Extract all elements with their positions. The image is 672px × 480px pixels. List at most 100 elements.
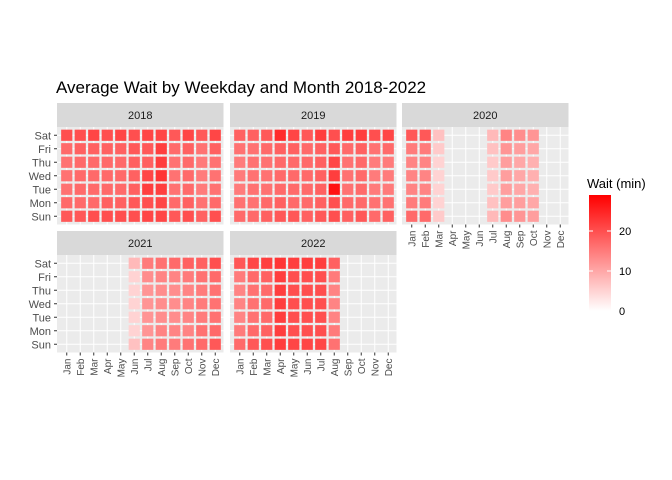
- x-tick-label: Dec: [384, 359, 395, 377]
- heatmap-tile: [155, 271, 167, 283]
- heatmap-tile: [155, 284, 167, 296]
- heatmap-tile: [209, 156, 221, 168]
- heatmap-tile: [274, 298, 286, 310]
- heatmap-tile: [355, 183, 367, 195]
- heatmap-tile: [196, 325, 208, 337]
- heatmap-tile: [301, 298, 313, 310]
- heatmap-tile: [514, 129, 526, 141]
- y-tick-label: Mon: [30, 326, 51, 338]
- panel-strip: [230, 103, 397, 127]
- panel-2020: 2020 Jan Feb Mar Apr May Jun Jul Aug Sep Oct Nov Dec: [402, 103, 569, 249]
- heatmap-tile: [419, 183, 431, 195]
- heatmap-tile: [369, 170, 381, 182]
- heatmap-tile: [88, 210, 100, 222]
- heatmap-tile: [301, 257, 313, 269]
- heatmap-tile: [261, 271, 273, 283]
- heatmap-tile: [406, 143, 418, 155]
- heatmap-tile: [514, 156, 526, 168]
- heatmap-tile: [101, 129, 113, 141]
- heatmap-tile: [274, 338, 286, 350]
- heatmap-tile: [328, 298, 340, 310]
- heatmap-tile: [355, 197, 367, 209]
- heatmap-tile: [288, 143, 300, 155]
- heatmap-tile: [88, 143, 100, 155]
- heatmap-tile: [433, 197, 445, 209]
- heatmap-tile: [182, 338, 194, 350]
- heatmap-tile: [342, 129, 354, 141]
- heatmap-tile: [274, 129, 286, 141]
- heatmap-tile: [115, 129, 127, 141]
- heatmap-tile: [274, 143, 286, 155]
- heatmap-tile: [274, 197, 286, 209]
- heatmap-tile: [234, 325, 246, 337]
- heatmap-tile: [527, 170, 539, 182]
- heatmap-tile: [261, 338, 273, 350]
- heatmap-tile: [328, 156, 340, 168]
- panel-strip-label: 2022: [301, 238, 325, 250]
- heatmap-tile: [301, 311, 313, 323]
- heatmap-tile: [209, 298, 221, 310]
- heatmap-tile: [500, 183, 512, 195]
- heatmap-tile: [169, 298, 181, 310]
- heatmap-tile: [196, 284, 208, 296]
- x-tick-label: Mar: [262, 358, 273, 376]
- heatmap-tile: [500, 210, 512, 222]
- heatmap-tile: [261, 129, 273, 141]
- heatmap-tile: [315, 170, 327, 182]
- heatmap-tile: [301, 183, 313, 195]
- heatmap-tile: [169, 143, 181, 155]
- heatmap-tile: [487, 170, 499, 182]
- heatmap-tile: [315, 298, 327, 310]
- x-tick-label: Jul: [488, 231, 499, 244]
- heatmap-tile: [500, 156, 512, 168]
- heatmap-tile: [88, 183, 100, 195]
- heatmap-tile: [382, 183, 394, 195]
- heatmap-tile: [247, 311, 259, 323]
- heatmap-tile: [315, 311, 327, 323]
- heatmap-tile: [196, 143, 208, 155]
- heatmap-tile: [433, 143, 445, 155]
- heatmap-tile: [155, 298, 167, 310]
- heatmap-tile: [142, 183, 154, 195]
- panel-strip: [230, 231, 397, 255]
- heatmap-tile: [142, 325, 154, 337]
- panel-strip: [57, 103, 224, 127]
- heatmap-tile: [419, 156, 431, 168]
- heatmap-tile: [355, 210, 367, 222]
- heatmap-tile: [247, 325, 259, 337]
- heatmap-tile: [182, 298, 194, 310]
- heatmap-tile: [500, 197, 512, 209]
- heatmap-tile: [369, 197, 381, 209]
- heatmap-tile: [142, 284, 154, 296]
- heatmap-tile: [128, 210, 140, 222]
- heatmap-tile: [487, 183, 499, 195]
- heatmap-tile: [288, 311, 300, 323]
- heatmap-tile: [128, 284, 140, 296]
- heatmap-tile: [182, 197, 194, 209]
- heatmap-tile: [433, 170, 445, 182]
- heatmap-tile: [155, 170, 167, 182]
- heatmap-tile: [155, 338, 167, 350]
- heatmap-tile: [274, 271, 286, 283]
- heatmap-tile: [261, 210, 273, 222]
- heatmap-tile: [115, 210, 127, 222]
- heatmap-tile: [61, 143, 73, 155]
- heatmap-tile: [209, 257, 221, 269]
- heatmap-tile: [301, 129, 313, 141]
- heatmap-tile: [274, 325, 286, 337]
- heatmap-tile: [247, 298, 259, 310]
- heatmap-tile: [155, 257, 167, 269]
- x-tick-label: Jun: [130, 359, 141, 375]
- heatmap-tile: [169, 338, 181, 350]
- heatmap-tile: [169, 210, 181, 222]
- heatmap-tile: [169, 197, 181, 209]
- x-tick-label: Sep: [515, 230, 526, 248]
- heatmap-tile: [88, 129, 100, 141]
- y-tick-label: Mon: [30, 198, 51, 210]
- heatmap-tile: [115, 197, 127, 209]
- heatmap-tile: [142, 210, 154, 222]
- heatmap-tile: [74, 156, 86, 168]
- heatmap-tile: [196, 170, 208, 182]
- heatmap-tile: [527, 156, 539, 168]
